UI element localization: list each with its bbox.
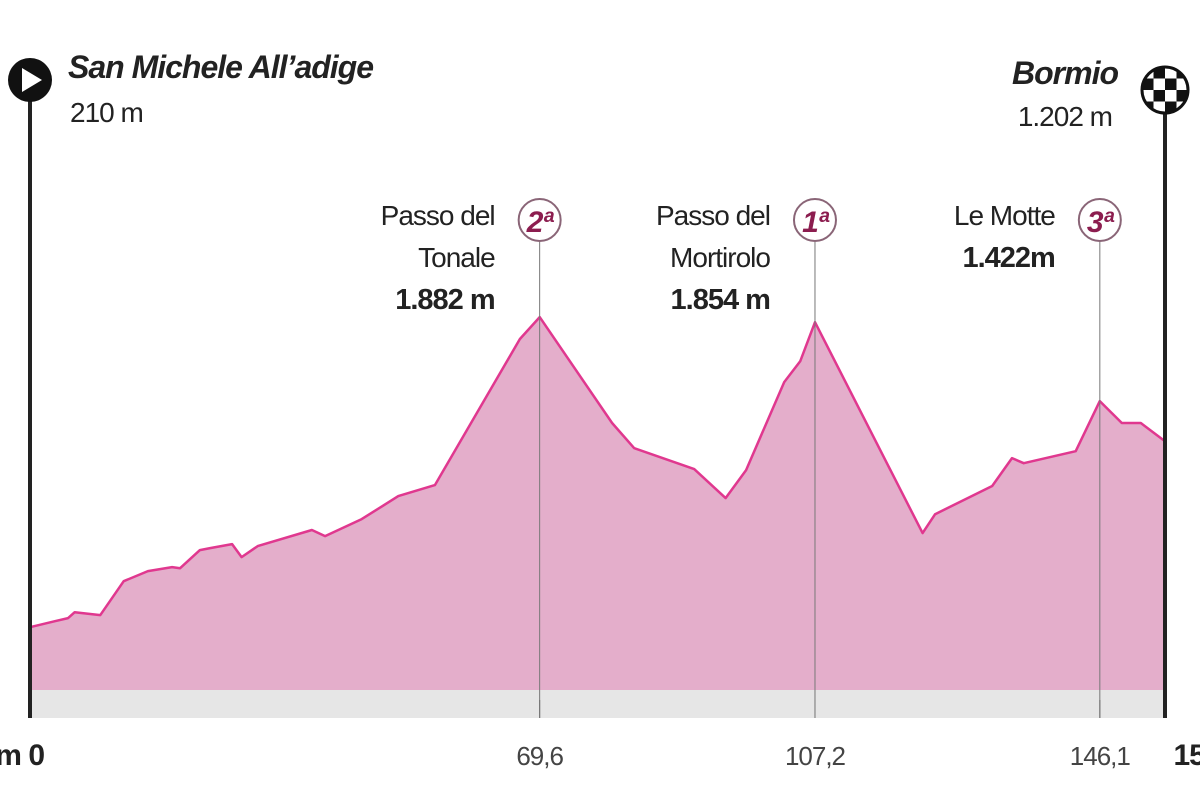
- checker-square: [1165, 90, 1177, 102]
- climb-category: 1ª: [802, 206, 830, 239]
- checker-square: [1176, 90, 1188, 102]
- climb-name: Le Motte: [954, 200, 1055, 231]
- climb-name: Tonale: [418, 242, 495, 273]
- checker-square: [1153, 90, 1165, 102]
- climb-name: Passo del: [656, 200, 770, 231]
- checker-square: [1153, 78, 1165, 90]
- start-elevation: 210 m: [70, 97, 143, 128]
- finish-ring: [1140, 65, 1190, 115]
- x-tick-label: 155: [1173, 739, 1200, 772]
- climb-elevation: 1.422m: [962, 242, 1054, 274]
- x-tick-label: 107,2: [785, 741, 846, 771]
- checker-square: [1165, 78, 1177, 90]
- climb-category: 3ª: [1087, 206, 1115, 239]
- climb-elevation: 1.882 m: [395, 284, 494, 316]
- checker-square: [1176, 78, 1188, 90]
- checker-square: [1142, 78, 1154, 90]
- start-arrow: [22, 68, 42, 92]
- x-tick-label: 146,1: [1070, 741, 1131, 771]
- climb-elevation: 1.854 m: [671, 284, 770, 316]
- road-strip: [30, 690, 1165, 718]
- checker-square: [1153, 67, 1165, 79]
- checker-square: [1153, 101, 1165, 113]
- climb-badge: [1077, 198, 1122, 242]
- climb-badge: [792, 198, 837, 242]
- climb-badge: [517, 198, 562, 242]
- climb-category: 2ª: [526, 206, 555, 239]
- checker-square: [1165, 67, 1177, 79]
- checker-square: [1142, 90, 1154, 102]
- start-name: San Michele All’adige: [68, 49, 373, 85]
- climb-name: Mortirolo: [670, 242, 770, 273]
- x-tick-label: 69,6: [516, 741, 563, 771]
- checker-square: [1165, 101, 1177, 113]
- finish-name: Bormio: [1012, 55, 1118, 91]
- finish-elevation: 1.202 m: [1018, 101, 1112, 132]
- climb-name: Passo del: [381, 200, 495, 231]
- elevation-line: [29, 315, 1166, 629]
- elevation-area: [30, 317, 1165, 690]
- x-tick-label: Km 0: [0, 739, 44, 772]
